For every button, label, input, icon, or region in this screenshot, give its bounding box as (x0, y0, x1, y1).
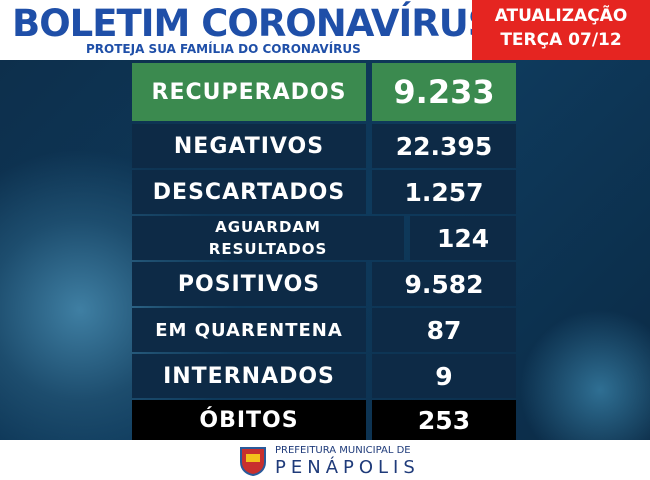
row-label: NEGATIVOS (132, 124, 366, 168)
subtitle: PROTEJA SUA FAMÍLIA DO CORONAVÍRUS (86, 42, 361, 56)
row-label: DESCARTADOS (132, 170, 366, 214)
update-date: TERÇA 07/12 (500, 30, 622, 50)
header: BOLETIM CORONAVÍRUS PROTEJA SUA FAMÍLIA … (0, 0, 494, 60)
row-label: AGUARDAM RESULTADOS (132, 216, 405, 260)
row-label: ÓBITOS (132, 400, 366, 440)
row-value: 124 (410, 216, 516, 260)
update-box: ATUALIZAÇÃO TERÇA 07/12 (472, 0, 650, 60)
table-row: INTERNADOS 9 (132, 354, 516, 398)
row-value: 87 (372, 308, 516, 352)
table-row: POSITIVOS 9.582 (132, 262, 516, 306)
row-value: 9 (372, 354, 516, 398)
footer: PREFEITURA MUNICIPAL DE PENÁPOLIS (0, 440, 650, 480)
footer-line2: PENÁPOLIS (275, 457, 420, 478)
title: BOLETIM CORONAVÍRUS (12, 2, 494, 45)
footer-line1: PREFEITURA MUNICIPAL DE (275, 445, 411, 456)
row-label: INTERNADOS (132, 354, 366, 398)
row-value: 253 (372, 400, 516, 440)
row-value: 9.582 (372, 262, 516, 306)
table-row: ÓBITOS 253 (132, 400, 516, 440)
table-row: AGUARDAM RESULTADOS 124 (132, 216, 516, 260)
update-label: ATUALIZAÇÃO (494, 6, 628, 26)
row-label: EM QUARENTENA (132, 308, 366, 352)
row-label: RECUPERADOS (132, 63, 366, 121)
row-label: POSITIVOS (132, 262, 366, 306)
table-row: DESCARTADOS 1.257 (132, 170, 516, 214)
table-row: EM QUARENTENA 87 (132, 308, 516, 352)
row-value: 1.257 (372, 170, 516, 214)
logo (240, 447, 266, 476)
row-value: 9.233 (372, 63, 516, 121)
table-row: NEGATIVOS 22.395 (132, 124, 516, 168)
table-row: RECUPERADOS 9.233 (132, 63, 516, 121)
row-value: 22.395 (372, 124, 516, 168)
